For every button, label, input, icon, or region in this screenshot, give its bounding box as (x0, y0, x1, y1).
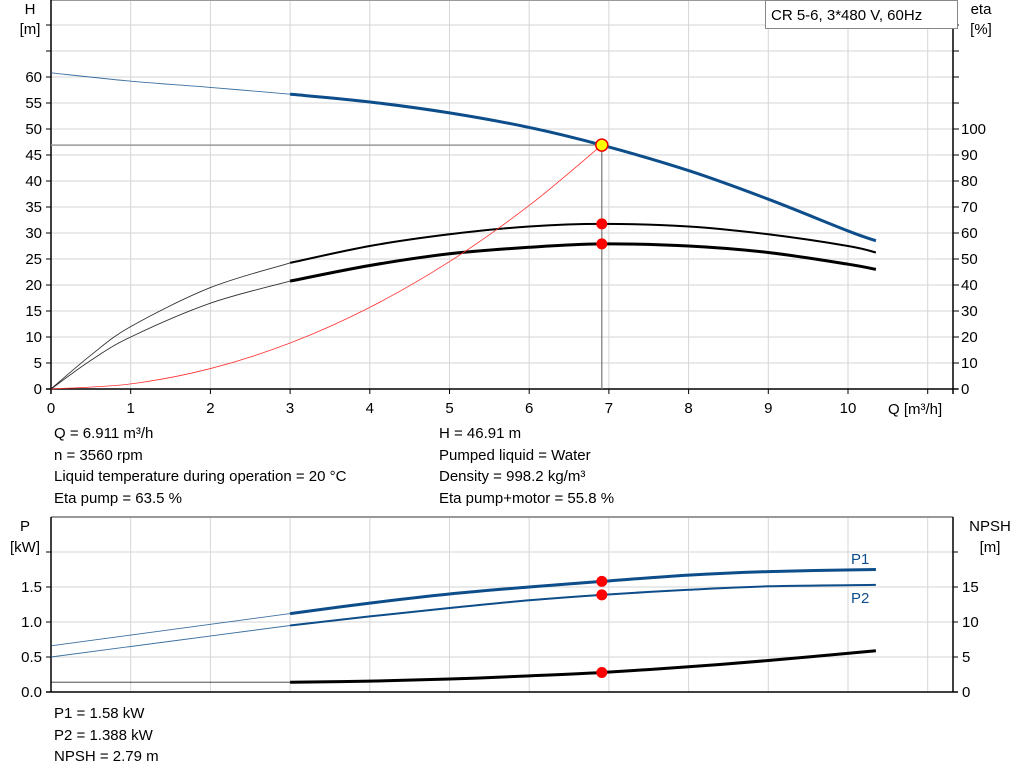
info-top-right: H = 46.91 m Pumped liquid = Water Densit… (439, 423, 614, 509)
y-tick-label-right: 50 (961, 251, 978, 268)
y-tick-label-right: 15 (962, 579, 979, 596)
duty-point-eta-pump (596, 218, 608, 230)
x-tick-label: 4 (366, 400, 374, 417)
x-tick-label: 0 (47, 400, 55, 417)
y-axis-label-right-unit: [%] (970, 21, 992, 38)
y-tick-label-right: 20 (961, 329, 978, 346)
series-P1 (289, 568, 876, 616)
y-tick-label-right: 0 (961, 381, 969, 398)
y-axis-label-right: eta (971, 1, 993, 18)
x-tick-label: 6 (525, 400, 533, 417)
series-eta_total-thin (50, 280, 291, 390)
y-tick-label-left: 1.5 (21, 579, 42, 596)
x-tick-label: 5 (445, 400, 453, 417)
x-tick-label: 10 (840, 400, 857, 417)
series-P1-thin (50, 613, 291, 647)
y-tick-label-right: 10 (962, 614, 979, 631)
y-tick-label-right: 5 (962, 649, 970, 666)
y-axis-label-left-unit: [kW] (10, 539, 40, 556)
y-tick-label-right: 100 (961, 121, 986, 138)
y-tick-label-left: 50 (25, 121, 42, 138)
y-tick-label-right: 0 (962, 684, 970, 701)
series-P2 (289, 583, 876, 627)
y-tick-label-left: 10 (25, 329, 42, 346)
series-H-thin (50, 72, 291, 95)
y-tick-label-left: 60 (25, 69, 42, 86)
temperature-value: Liquid temperature during operation = 20… (54, 468, 347, 485)
x-tick-label: 2 (206, 400, 214, 417)
y-axis-label-left: H (25, 1, 36, 18)
y-tick-label-right: 90 (961, 147, 978, 164)
series-label-p1: P1 (851, 551, 869, 568)
y-tick-label-left: 0.5 (21, 649, 42, 666)
y-tick-label-left: 0 (34, 381, 42, 398)
p1-value: P1 = 1.58 kW (54, 705, 145, 722)
speed-value: n = 3560 rpm (54, 446, 143, 464)
y-axis-label-right: NPSH (969, 518, 1011, 535)
head-value: H = 46.91 m (439, 425, 522, 442)
y-tick-label-right: 10 (961, 355, 978, 372)
y-tick-label-right: 40 (961, 277, 978, 294)
x-tick-label: 7 (605, 400, 613, 417)
info-top-left: Q = 6.911 m³/h n = 3560 rpm Liquid tempe… (54, 423, 346, 509)
y-axis-label-right-unit: [m] (980, 539, 1001, 556)
y-tick-label-left: 45 (25, 147, 42, 164)
performance-chart: 0 1 2 3 4 5 6 7 8 9 100510152025303540455055600102… (20, 0, 993, 418)
y-tick-label-left: 5 (34, 355, 42, 372)
x-tick-label: 8 (684, 400, 692, 417)
y-tick-label-left: 55 (25, 95, 42, 112)
duty-point-eta-total (596, 238, 608, 250)
liquid-value: Pumped liquid = Water (439, 446, 591, 464)
npsh-value: NPSH = 2.79 m (54, 748, 159, 765)
y-tick-label-left: 30 (25, 225, 42, 242)
eta-pump-value: Eta pump = 63.5 % (54, 489, 182, 507)
duty-point-head (595, 138, 609, 152)
series-P2-thin (50, 625, 291, 658)
series-system-thin (50, 144, 603, 390)
duty-point-p2 (596, 589, 608, 601)
title-box (765, 0, 958, 29)
info-bottom: P1 = 1.58 kW P2 = 1.388 kW NPSH = 2.79 m (54, 703, 159, 768)
x-tick-label: 9 (764, 400, 772, 417)
y-tick-label-left: 1.0 (21, 614, 42, 631)
x-axis-label: Q [m³/h] (888, 401, 942, 418)
y-tick-label-right: 70 (961, 199, 978, 216)
y-tick-label-left: 40 (25, 173, 42, 190)
flow-value: Q = 6.911 m³/h (54, 425, 154, 442)
density-value: Density = 998.2 kg/m³ (439, 468, 586, 485)
y-tick-label-right: 60 (961, 225, 978, 242)
x-tick-label: 3 (286, 400, 294, 417)
chart-title: CR 5-6, 3*480 V, 60Hz (771, 7, 922, 24)
y-tick-label-left: 0.0 (21, 684, 42, 701)
y-tick-label-left: 20 (25, 277, 42, 294)
y-axis-label-left: P (20, 518, 30, 535)
y-tick-label-left: 25 (25, 251, 42, 268)
series-NPSH (290, 649, 877, 684)
series-label-p2: P2 (851, 590, 869, 607)
y-tick-label-left: 15 (25, 303, 42, 320)
eta-total-value: Eta pump+motor = 55.8 % (439, 489, 615, 507)
y-axis-label-left-unit: [m] (20, 21, 41, 38)
y-tick-label-right: 30 (961, 303, 978, 320)
y-tick-label-right: 80 (961, 173, 978, 190)
duty-point-npsh (596, 666, 608, 678)
y-tick-label-left: 35 (25, 199, 42, 216)
x-tick-label: 1 (127, 400, 135, 417)
p2-value: P2 = 1.388 kW (54, 726, 153, 744)
duty-point-p1 (596, 575, 608, 587)
series-eta_pump-thin (50, 262, 291, 390)
